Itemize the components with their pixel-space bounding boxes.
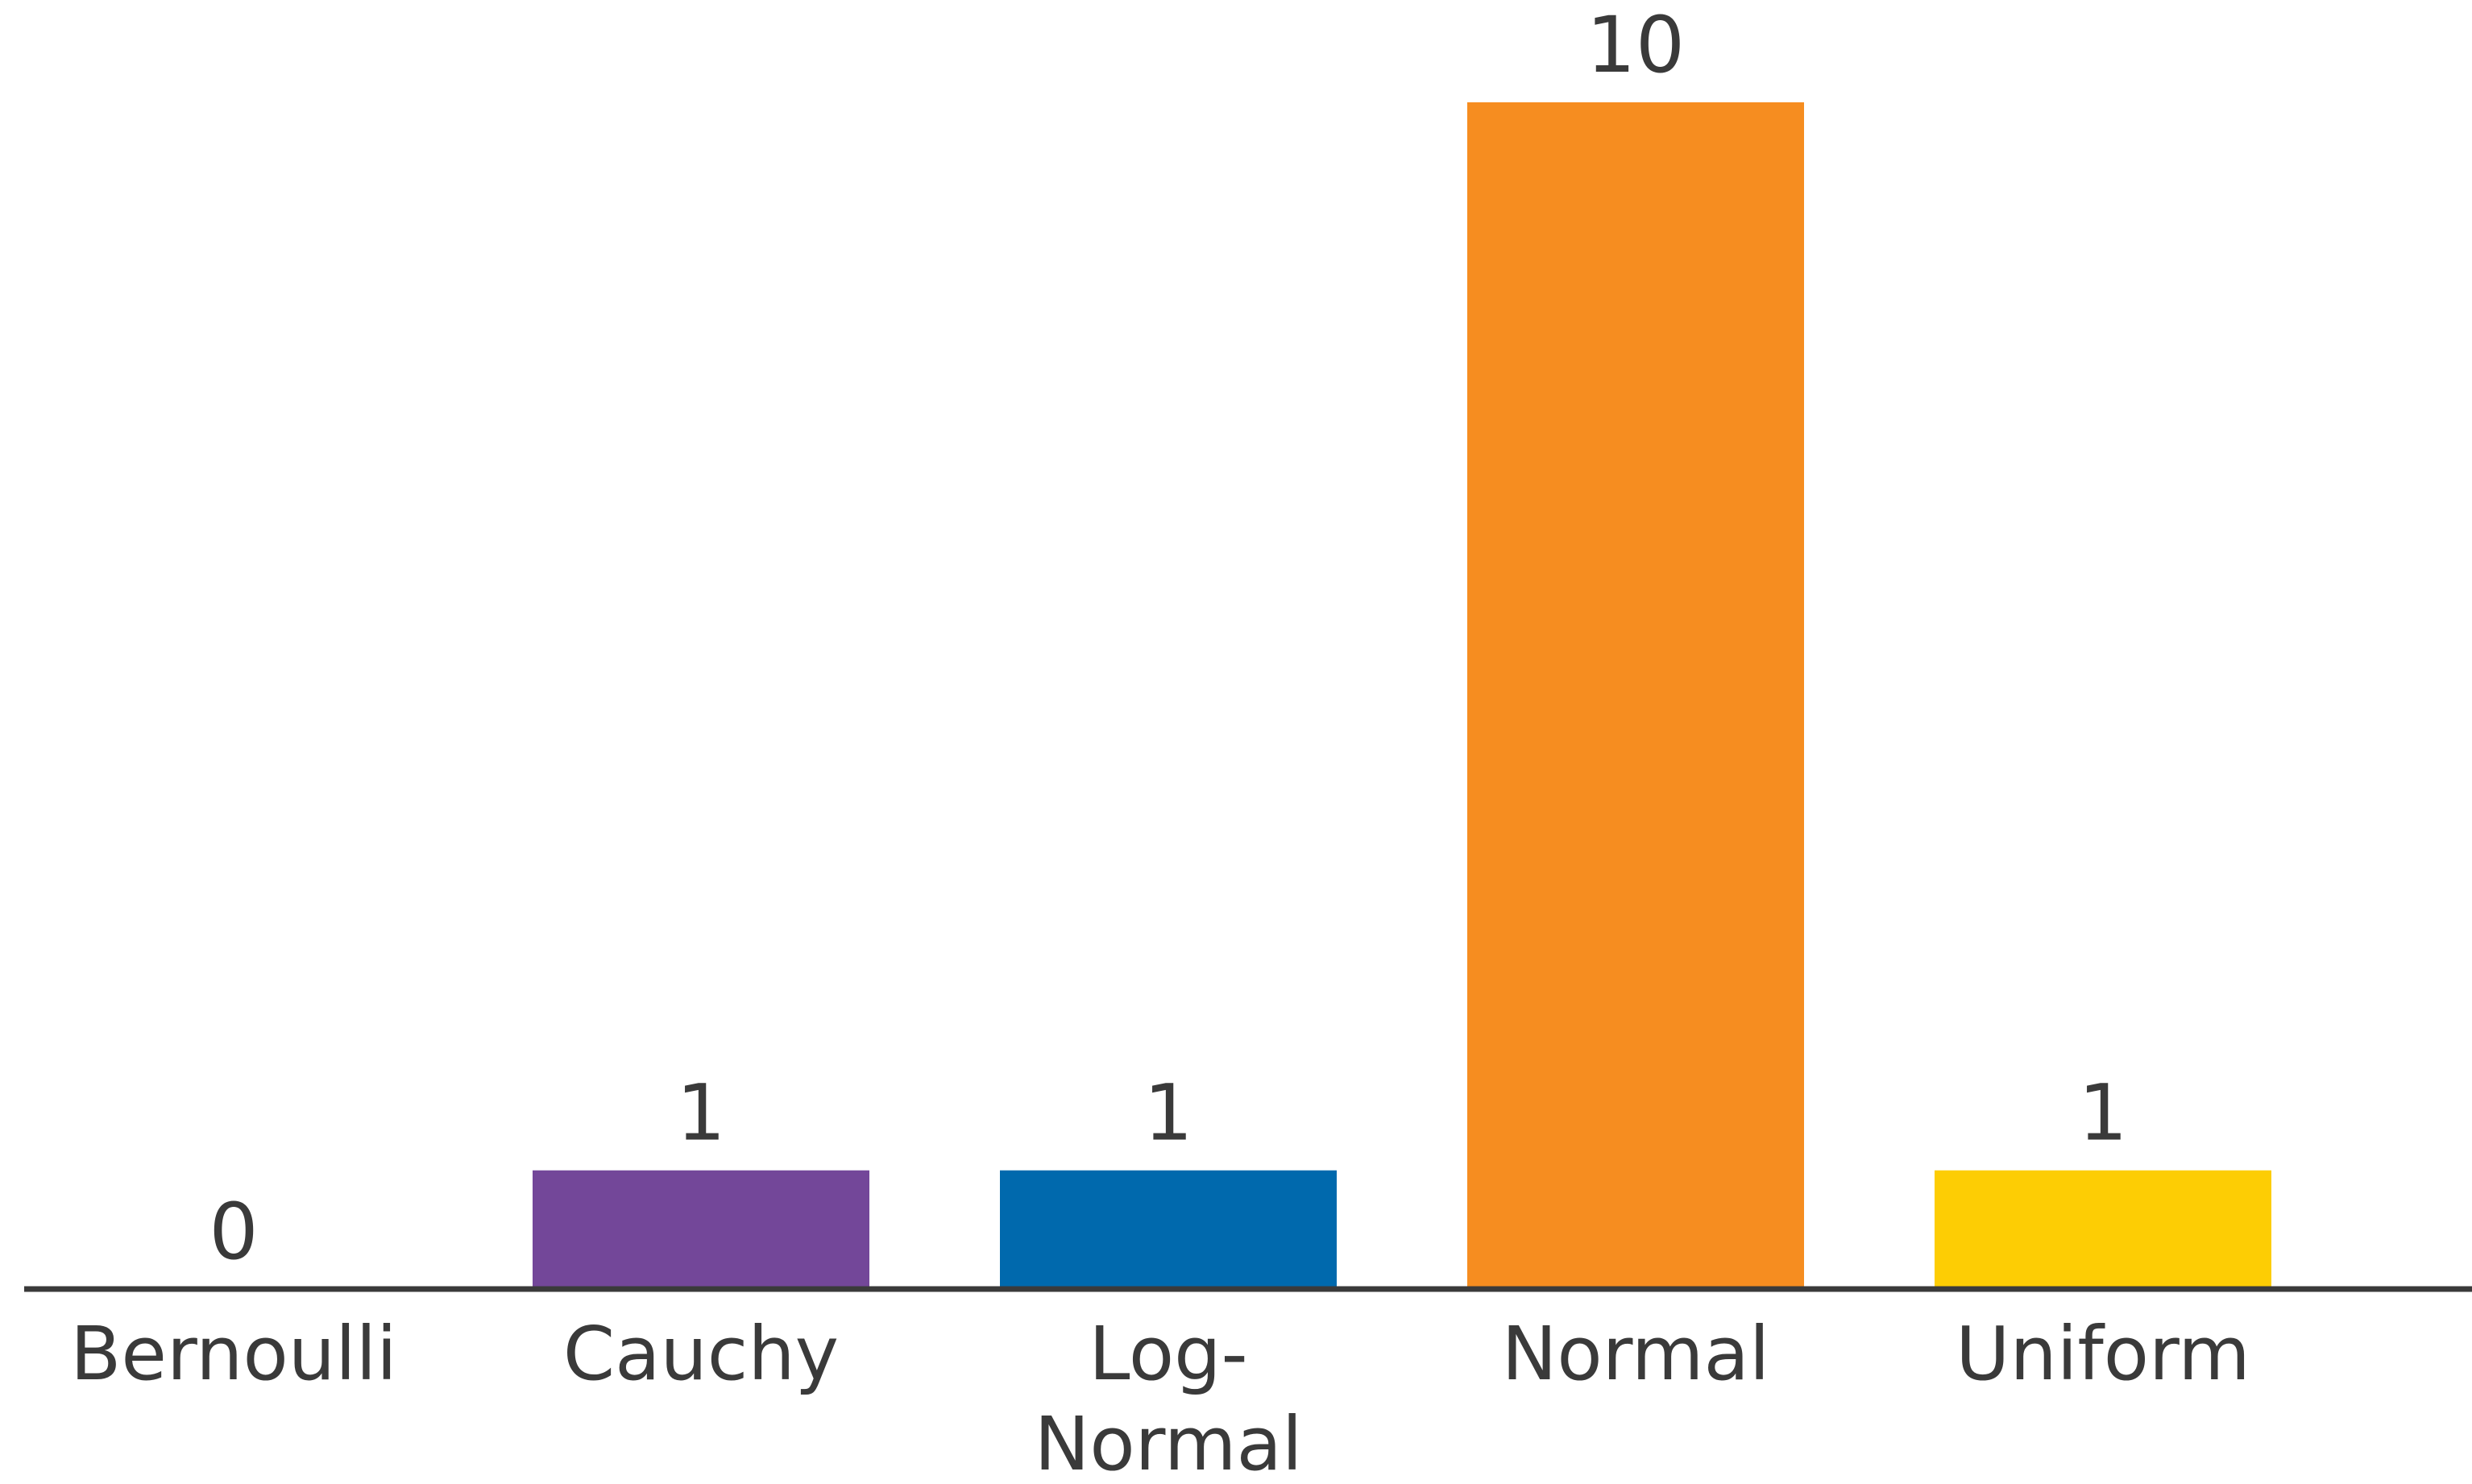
category-label-cauchy: Cauchy (563, 1311, 839, 1397)
bar-log-normal (1000, 1170, 1337, 1289)
value-label-log-normal: 1 (1143, 1068, 1192, 1159)
bar-cauchy (533, 1170, 869, 1289)
category-label-normal: Normal (1502, 1311, 1770, 1397)
value-label-normal: 10 (1586, 0, 1685, 90)
value-labels-layer: 0 1 1 10 1 (209, 0, 2127, 1277)
category-label-uniform: Uniform (1956, 1311, 2250, 1397)
bar-normal (1467, 102, 1804, 1289)
value-label-uniform: 1 (2078, 1068, 2127, 1159)
value-label-bernoulli: 0 (209, 1187, 258, 1277)
category-label-bernoulli: Bernoulli (70, 1311, 397, 1397)
value-label-cauchy: 1 (676, 1068, 725, 1159)
category-labels-layer: Bernoulli Cauchy Log-Normal Normal Uniform (70, 1311, 2250, 1484)
bar-uniform (1935, 1170, 2271, 1289)
bars-layer (533, 102, 2271, 1289)
category-label-log-normal: Log-Normal (1035, 1311, 1303, 1484)
